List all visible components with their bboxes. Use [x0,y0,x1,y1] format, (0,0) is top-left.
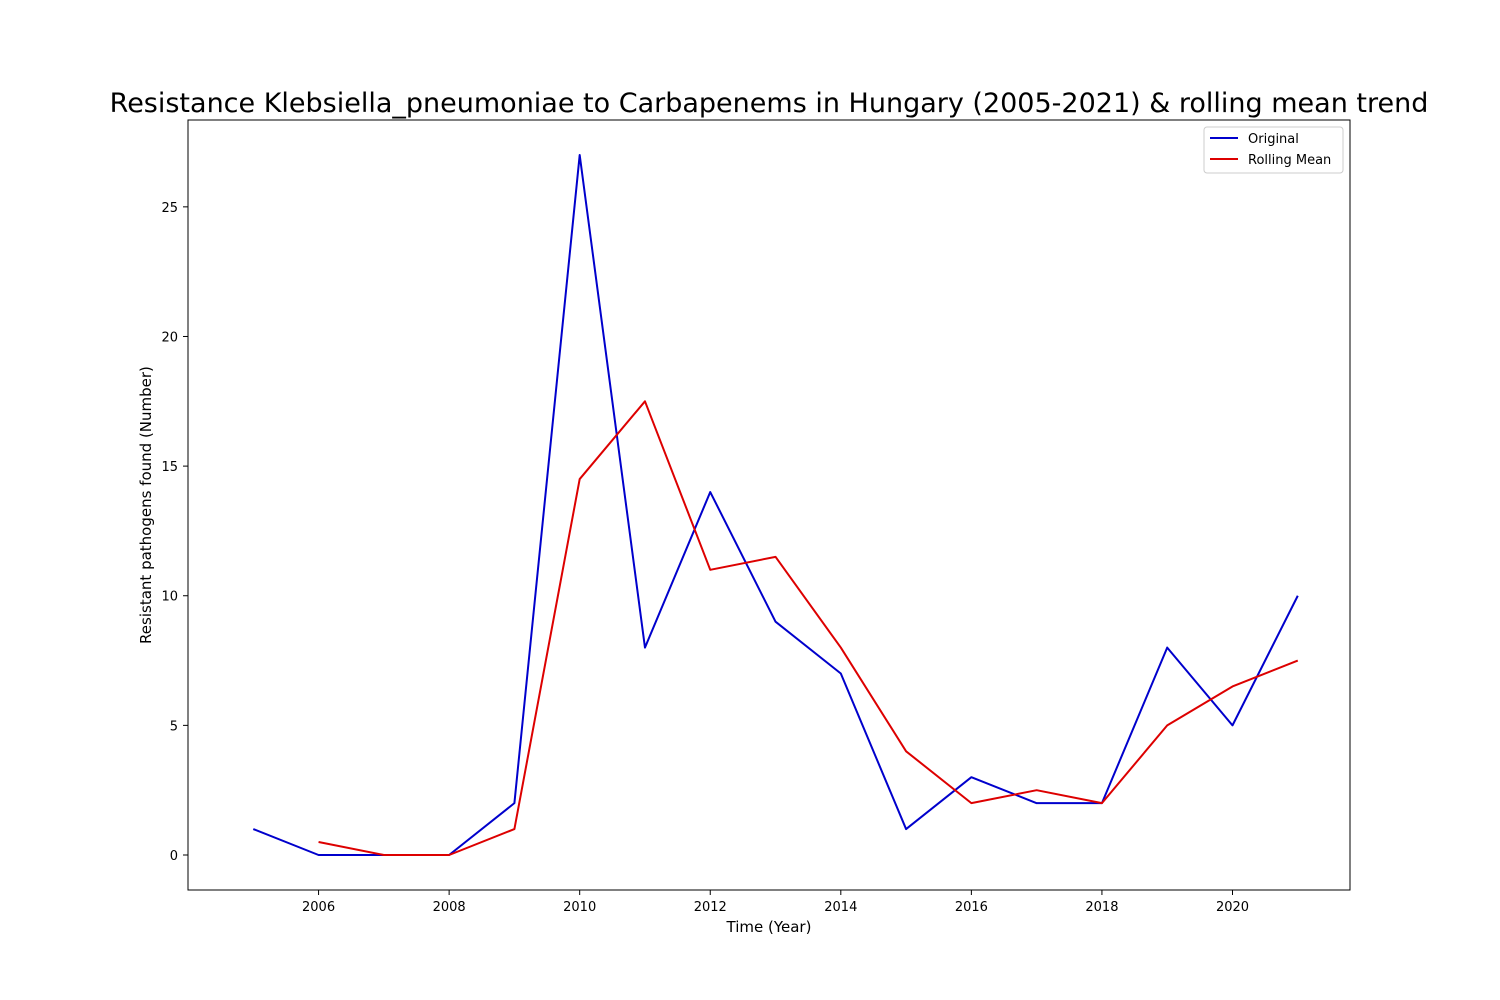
plot-lines [252,154,1299,856]
x-tick-label: 2014 [824,900,857,915]
y-tick-label: 25 [161,201,178,216]
x-tick-label: 2016 [955,900,988,915]
x-axis-ticks: 2006 2008 2010 2012 2014 2016 2018 2020 [302,890,1249,915]
legend-label-original: Original [1248,132,1299,147]
legend-label-rolling-mean: Rolling Mean [1248,153,1331,168]
y-axis-label: Resistant pathogens found (Number) [137,366,155,644]
y-tick-label: 20 [161,330,178,345]
y-tick-label: 0 [170,849,178,864]
chart-title: Resistance Klebsiella_pneumoniae to Carb… [110,88,1429,119]
series-line-original [252,154,1299,856]
x-tick-label: 2018 [1085,900,1118,915]
x-tick-label: 2020 [1216,900,1249,915]
legend: Original Rolling Mean [1203,126,1344,174]
x-tick-label: 2008 [433,900,466,915]
legend-box [1203,126,1344,174]
x-tick-label: 2010 [563,900,596,915]
x-axis-label: Time (Year) [726,918,812,936]
y-tick-label: 15 [161,460,178,475]
plot-frame [187,119,1351,891]
y-tick-label: 10 [161,590,178,605]
y-axis-ticks: 0 5 10 15 20 25 [161,201,188,864]
x-tick-label: 2006 [302,900,335,915]
x-tick-label: 2012 [694,900,727,915]
y-tick-label: 5 [170,719,178,734]
series-line-rolling-mean [318,400,1299,856]
